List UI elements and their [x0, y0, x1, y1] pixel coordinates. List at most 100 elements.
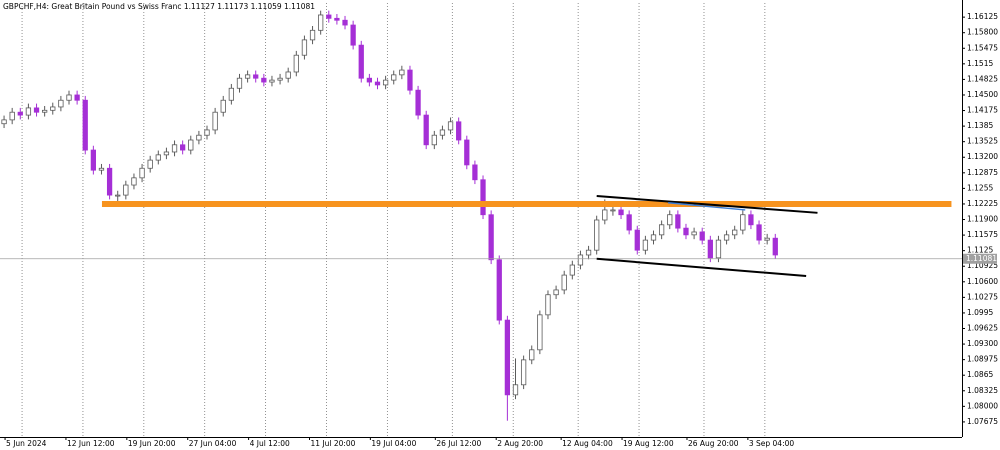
y-tick-label: 1.0865 — [967, 370, 993, 379]
trend-line — [668, 202, 746, 211]
candle-body — [66, 94, 72, 101]
candle-body — [374, 81, 381, 86]
candle-body — [301, 39, 308, 56]
candle-body — [480, 179, 486, 216]
trend-line — [596, 257, 807, 278]
chart-title: GBPCHF,H4: Great Britain Pound vs Swiss … — [3, 2, 315, 11]
candle-body — [447, 121, 454, 131]
x-tick-label: 12 Aug 04:00 — [562, 439, 613, 448]
y-tick-label: 1.08975 — [967, 355, 998, 364]
candle-body — [188, 139, 194, 151]
candle-body — [382, 79, 389, 86]
candle-body — [553, 289, 559, 296]
candle-body — [683, 227, 689, 236]
candle-body — [139, 167, 145, 179]
y-tick-label: 1.14825 — [967, 74, 998, 83]
candle-body — [464, 139, 470, 166]
x-tick-label: 26 Aug 20:00 — [688, 439, 739, 448]
y-tick-label: 1.10275 — [967, 292, 998, 301]
candle-body — [691, 231, 697, 236]
candle-body — [488, 214, 494, 261]
candle-body — [147, 159, 153, 169]
y-tick-label: 1.07675 — [967, 417, 998, 426]
y-tick-label: 1.16125 — [967, 12, 998, 21]
y-tick-label: 1.1255 — [967, 183, 993, 192]
candle-body — [17, 111, 23, 116]
candle-body — [723, 234, 730, 241]
candle-body — [732, 229, 738, 236]
candle-body — [456, 121, 462, 141]
candle-body — [667, 214, 673, 226]
candle-body — [407, 69, 413, 91]
y-tick-label: 1.10925 — [967, 261, 998, 270]
candle-body — [618, 209, 624, 216]
candle-body — [756, 224, 762, 241]
y-tick-label: 1.13200 — [967, 152, 998, 161]
candle-body — [529, 349, 535, 361]
y-tick-label: 1.11900 — [967, 215, 998, 224]
candle-body — [415, 89, 421, 116]
candle-body — [504, 319, 511, 396]
candle-body — [658, 224, 665, 236]
candle-body — [131, 177, 137, 186]
candle-body — [58, 99, 64, 108]
y-tick-label: 1.13525 — [967, 137, 998, 146]
candle-body — [634, 229, 640, 251]
candle-body — [277, 77, 283, 81]
candle-body — [391, 74, 397, 81]
candle-body — [212, 111, 218, 131]
y-tick-label: 1.09625 — [967, 324, 998, 333]
x-tick-label: 4 Jul 12:00 — [250, 439, 290, 448]
y-tick-label: 1.1515 — [967, 59, 993, 68]
y-tick-label: 1.1385 — [967, 121, 993, 130]
candle-body — [74, 94, 80, 101]
x-tick-label: 5 Jun 2024 — [6, 439, 47, 448]
candle-body — [196, 134, 202, 141]
candle-body — [98, 167, 105, 171]
candle-body — [423, 114, 429, 146]
candle-body — [9, 111, 15, 121]
y-tick-label: 1.14500 — [967, 90, 998, 99]
candle-body — [123, 184, 129, 196]
candle-body — [569, 264, 575, 276]
candle-body — [472, 164, 478, 181]
trend-line — [596, 195, 818, 214]
candle-body — [545, 294, 551, 316]
candle-body — [358, 44, 364, 79]
x-tick-label: 12 Jun 12:00 — [67, 439, 115, 448]
candle-body — [1, 119, 7, 125]
candle-body — [318, 14, 324, 31]
candle-body — [699, 231, 705, 241]
candle-body — [82, 99, 88, 151]
y-tick-label: 1.12875 — [967, 168, 998, 177]
candle-body — [180, 144, 186, 151]
x-tick-label: 26 Jul 12:00 — [436, 439, 481, 448]
candle-body — [650, 234, 657, 241]
candle-body — [748, 214, 754, 226]
y-tick-label: 1.10600 — [967, 277, 998, 286]
x-tick-label: 3 Sep 04:00 — [749, 439, 795, 448]
candle-body — [399, 69, 405, 76]
candle-body — [309, 29, 316, 41]
x-tick-label: 19 Aug 12:00 — [623, 439, 674, 448]
y-tick-label: 1.0995 — [967, 308, 993, 317]
y-tick-label: 1.08000 — [967, 401, 998, 410]
candle-body — [106, 167, 113, 196]
candle-body — [496, 259, 502, 321]
candle-body — [431, 134, 437, 146]
candle-body — [220, 99, 226, 113]
candle-body — [334, 17, 340, 21]
candle-body — [366, 77, 373, 83]
candle-body — [602, 209, 608, 221]
y-tick-label: 1.09300 — [967, 339, 998, 348]
candle-body — [42, 109, 48, 113]
x-tick-label: 19 Jun 20:00 — [128, 439, 176, 448]
candle-body — [115, 194, 121, 197]
candle-body — [285, 71, 291, 79]
candle-body — [675, 214, 681, 229]
candle-body — [50, 106, 56, 111]
candle-body — [439, 129, 446, 136]
